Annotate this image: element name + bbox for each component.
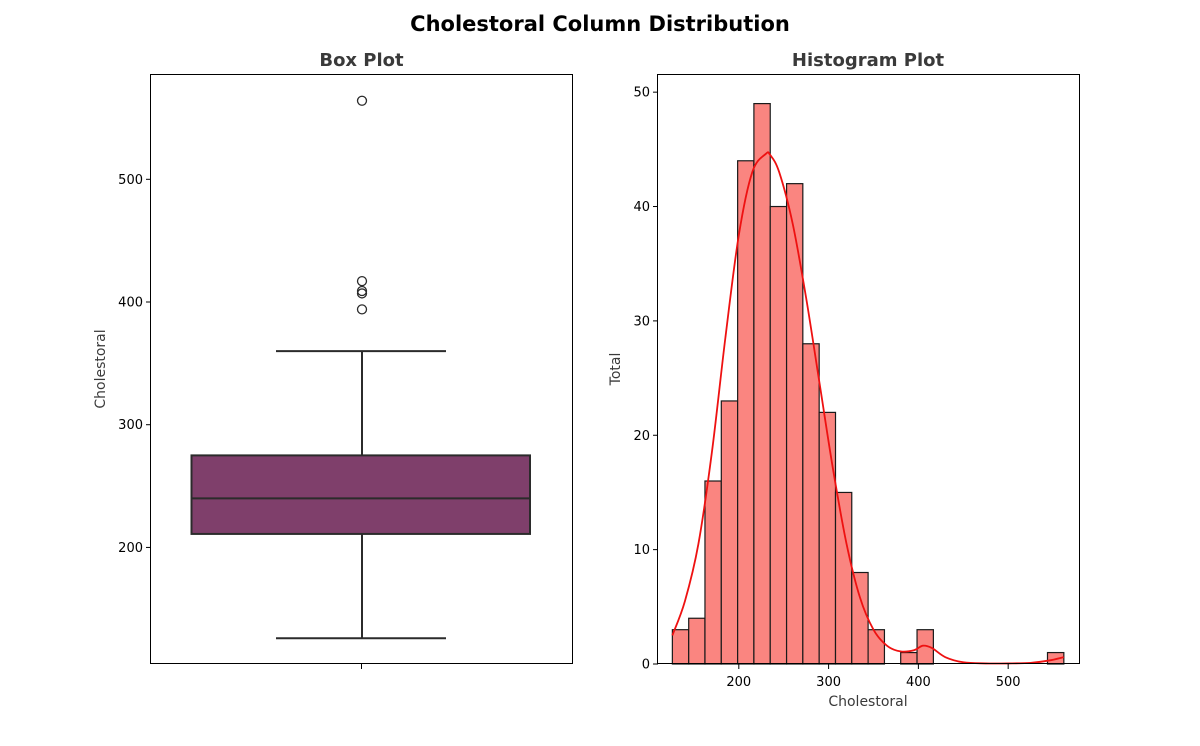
histogram-ytick-label: 30 [633, 314, 650, 329]
histogram-xlabel: Cholestoral [828, 694, 907, 710]
box-iqr [190, 454, 531, 535]
histogram-xtick-label: 500 [996, 675, 1021, 690]
histogram-bar [834, 491, 853, 665]
histogram-kde-line [671, 151, 1065, 665]
histogram-axes: 0 10 20 30 40 50 200 300 400 500 [633, 86, 1020, 690]
histogram-bar [900, 651, 918, 665]
box-outlier-point [356, 285, 368, 297]
box-outlier-point [356, 304, 368, 315]
histogram-title: Histogram Plot [792, 50, 945, 71]
histogram-bar [753, 102, 771, 665]
histogram-bar [851, 571, 869, 665]
histogram-ytick-label: 10 [633, 543, 650, 558]
box-plot-title: Box Plot [319, 50, 404, 71]
histogram-bars [671, 102, 1065, 665]
histogram-xtick-label: 400 [906, 675, 931, 690]
box-ytick-label: 500 [118, 173, 143, 188]
box-ytick-label: 400 [118, 296, 143, 311]
box-plot-y-axis: 200 300 400 500 [118, 173, 151, 556]
box-ytick-label: 200 [118, 541, 143, 556]
histogram-bar [720, 400, 739, 665]
box-outlier-point [356, 95, 368, 106]
histogram-bar [704, 480, 722, 665]
histogram-ytick-label: 40 [633, 200, 650, 215]
histogram-ylabel: Total [608, 353, 624, 387]
box-outlier-point [356, 275, 368, 287]
histogram-bar [737, 160, 755, 665]
histogram-bar [818, 411, 837, 665]
histogram-ytick-label: 0 [642, 658, 650, 673]
box-plot-marks [190, 95, 531, 640]
histogram-bar [688, 617, 706, 665]
box-ytick-label: 300 [118, 418, 143, 433]
histogram-frame [657, 74, 1080, 664]
box-plot-panel: Box Plot Cholestoral 200 300 400 500 [93, 50, 573, 669]
histogram-ytick-label: 20 [633, 429, 650, 444]
histogram-xtick-label: 300 [816, 675, 841, 690]
figure-title: Cholestoral Column Distribution [410, 12, 790, 36]
histogram-xtick-label: 200 [726, 675, 751, 690]
histogram-ytick-label: 50 [633, 86, 650, 101]
histogram-bar [671, 629, 690, 665]
histogram-bar [769, 205, 788, 665]
box-plot-frame [150, 74, 573, 664]
histogram-bar [802, 343, 820, 665]
histogram-panel: Histogram Plot Total Cholestoral 0 10 20 30… [608, 50, 1080, 710]
histogram-bar [785, 183, 804, 665]
box-plot-ylabel: Cholestoral [93, 329, 109, 408]
